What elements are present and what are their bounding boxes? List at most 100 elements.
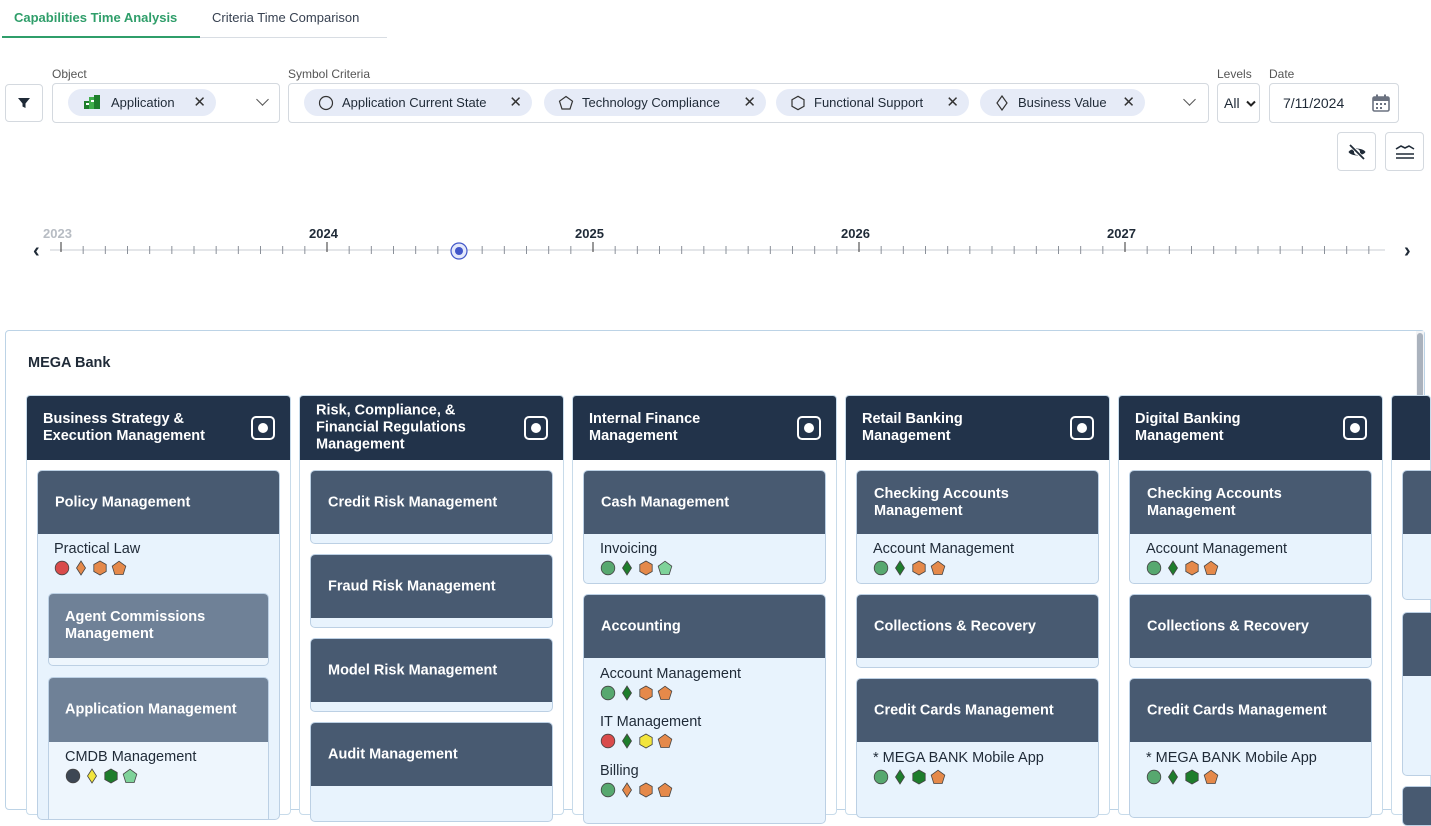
remove-criteria-icon[interactable]: ✕	[509, 94, 522, 111]
hide-button[interactable]	[1337, 132, 1376, 171]
criteria-chip-current-state[interactable]: Application Current State ✕	[304, 89, 532, 116]
capability-card[interactable]: Collections & Recovery	[856, 594, 1099, 668]
eye-off-icon	[1348, 143, 1366, 161]
chevron-down-icon	[1246, 100, 1256, 107]
capability-card[interactable]: Credit Cards Management * MEGA BANK Mobi…	[856, 678, 1099, 818]
column-header: Digital Banking Management	[1119, 396, 1382, 460]
focus-icon[interactable]	[1070, 416, 1094, 440]
card-header: Model Risk Management	[311, 639, 552, 702]
capability-card[interactable]: Policy Management Practical Law Agent Co…	[37, 470, 280, 820]
remove-criteria-icon[interactable]: ✕	[1122, 94, 1135, 111]
layers-icon	[1395, 145, 1415, 159]
capability-card[interactable]: Cash Management Invoicing	[583, 470, 826, 584]
criteria-chip-label: Application Current State	[342, 95, 487, 110]
card-header: Credit Risk Management	[311, 471, 552, 534]
application-name[interactable]: Account Management	[600, 666, 742, 682]
levels-select[interactable]: All	[1217, 83, 1260, 123]
focus-icon[interactable]	[251, 416, 275, 440]
chevron-down-icon[interactable]	[1183, 93, 1196, 106]
pentagon-symbol-icon	[657, 560, 673, 575]
calendar-icon[interactable]	[1371, 93, 1391, 113]
timeline-year: 2026	[841, 226, 870, 241]
remove-object-icon[interactable]: ✕	[193, 94, 206, 111]
criteria-chip-label: Functional Support	[814, 95, 924, 110]
column-title: Retail Banking Management	[862, 411, 963, 444]
symbol-row	[1146, 769, 1222, 785]
diamond-symbol-icon	[76, 560, 86, 576]
hexagon-symbol-icon	[1185, 769, 1199, 785]
sub-card-header: Agent Commissions Management	[49, 594, 268, 658]
map-title: MEGA Bank	[28, 355, 111, 371]
remove-criteria-icon[interactable]: ✕	[743, 94, 756, 111]
sub-capability-card[interactable]: Agent Commissions Management	[48, 593, 269, 666]
capability-column[interactable]: Retail Banking Management Checking Accou…	[845, 395, 1110, 818]
application-name[interactable]: Practical Law	[54, 541, 141, 557]
circle-symbol-icon	[600, 685, 616, 701]
capability-card[interactable]: Checking Accounts Management Account Man…	[1129, 470, 1372, 584]
chevron-down-icon[interactable]	[256, 93, 269, 106]
focus-icon[interactable]	[797, 416, 821, 440]
symbol-criteria-label: Symbol Criteria	[288, 67, 371, 81]
filter-button[interactable]	[5, 84, 43, 122]
layers-button[interactable]	[1385, 132, 1424, 171]
sub-capability-card[interactable]: Application Management CMDB Management	[48, 677, 269, 819]
capability-card[interactable]	[1402, 612, 1431, 776]
capability-card[interactable]: Audit Management	[310, 722, 553, 822]
capability-card[interactable]: Checking Accounts Management Account Man…	[856, 470, 1099, 584]
hexagon-symbol-icon	[639, 560, 653, 576]
focus-icon[interactable]	[1343, 416, 1367, 440]
timeline-prev-icon[interactable]: ‹	[33, 240, 40, 262]
column-header: Retail Banking Management	[846, 396, 1109, 460]
card-header: Audit Management	[311, 723, 552, 786]
capability-column-partial[interactable]	[1391, 395, 1431, 826]
criteria-chip-business-value[interactable]: Business Value ✕	[980, 89, 1145, 116]
symbol-row	[873, 769, 949, 785]
filter-icon	[18, 98, 30, 108]
application-name[interactable]: * MEGA BANK Mobile App	[873, 750, 1044, 766]
object-chip[interactable]: Application ✕	[68, 89, 216, 116]
application-name[interactable]: IT Management	[600, 714, 702, 730]
capability-card[interactable]: Collections & Recovery	[1129, 594, 1372, 668]
pentagon-icon	[558, 95, 574, 110]
timeline-axis	[50, 242, 1385, 254]
capability-card[interactable]: Fraud Risk Management	[310, 554, 553, 628]
capability-card[interactable]	[1402, 786, 1431, 826]
focus-icon[interactable]	[524, 416, 548, 440]
circle-symbol-icon	[65, 768, 81, 784]
application-name[interactable]: CMDB Management	[65, 749, 197, 765]
hexagon-symbol-icon	[912, 769, 926, 785]
capability-card[interactable]	[1402, 470, 1431, 600]
timeline-next-icon[interactable]: ›	[1404, 240, 1411, 262]
hexagon-symbol-icon	[912, 560, 926, 576]
capability-column[interactable]: Risk, Compliance, & Financial Regulation…	[299, 395, 564, 822]
capability-card[interactable]: Credit Cards Management * MEGA BANK Mobi…	[1129, 678, 1372, 818]
tab-capabilities-time-analysis[interactable]: Capabilities Time Analysis	[2, 0, 200, 38]
column-header: Risk, Compliance, & Financial Regulation…	[300, 396, 563, 460]
pentagon-symbol-icon	[930, 560, 946, 575]
application-name[interactable]: * MEGA BANK Mobile App	[1146, 750, 1317, 766]
remove-criteria-icon[interactable]: ✕	[946, 94, 959, 111]
application-name[interactable]: Billing	[600, 763, 639, 779]
diamond-symbol-icon	[622, 685, 632, 701]
capability-card[interactable]: Model Risk Management	[310, 638, 553, 712]
capability-card[interactable]: Credit Risk Management	[310, 470, 553, 544]
application-name[interactable]: Invoicing	[600, 541, 658, 557]
timeline-year: 2023	[43, 226, 72, 241]
tab-criteria-time-comparison[interactable]: Criteria Time Comparison	[212, 10, 360, 25]
hexagon-symbol-icon	[1185, 560, 1199, 576]
timeline-handle[interactable]	[450, 242, 468, 260]
capability-column[interactable]: Internal Finance Management Cash Managem…	[572, 395, 837, 824]
column-title: Risk, Compliance, & Financial Regulation…	[316, 402, 466, 453]
card-header: Collections & Recovery	[1130, 595, 1371, 658]
date-field[interactable]: 7/11/2024	[1269, 83, 1399, 123]
circle-symbol-icon	[873, 560, 889, 576]
date-value: 7/11/2024	[1283, 95, 1345, 111]
capability-card[interactable]: Accounting Account Management IT Managem…	[583, 594, 826, 824]
capability-column[interactable]: Business Strategy & Execution Management…	[26, 395, 291, 820]
card-header: Collections & Recovery	[857, 595, 1098, 658]
application-name[interactable]: Account Management	[873, 541, 1015, 557]
capability-column[interactable]: Digital Banking Management Checking Acco…	[1118, 395, 1383, 818]
criteria-chip-technology-compliance[interactable]: Technology Compliance ✕	[544, 89, 766, 116]
application-name[interactable]: Account Management	[1146, 541, 1288, 557]
criteria-chip-functional-support[interactable]: Functional Support ✕	[776, 89, 969, 116]
